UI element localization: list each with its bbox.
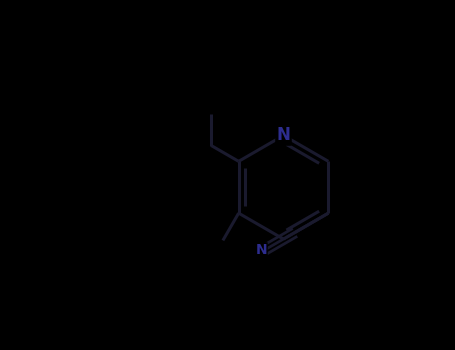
Text: N: N	[255, 243, 267, 257]
Text: N: N	[277, 126, 290, 145]
